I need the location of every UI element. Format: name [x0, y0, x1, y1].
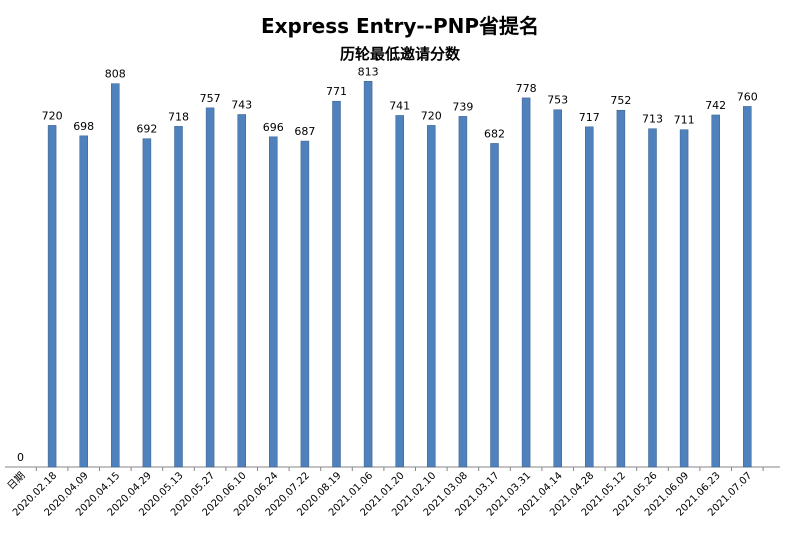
bar [616, 109, 626, 468]
data-label: 718 [168, 110, 189, 123]
bar [79, 135, 88, 468]
bar [205, 107, 215, 468]
bar [427, 125, 436, 468]
bar [237, 114, 246, 468]
data-label: 698 [73, 120, 94, 133]
bar [490, 143, 499, 468]
data-label: 739 [452, 100, 473, 113]
bar [585, 126, 594, 468]
data-label: 808 [105, 68, 126, 81]
data-label: 752 [610, 94, 631, 107]
bar [711, 114, 720, 468]
data-label: 742 [705, 99, 726, 112]
data-label: 717 [579, 111, 600, 124]
bar [142, 138, 152, 468]
data-label: 753 [547, 94, 568, 107]
bar [395, 115, 404, 468]
x-tick-label: 日期 [5, 470, 28, 493]
bar [111, 83, 120, 468]
data-label: 778 [516, 82, 537, 95]
bar [300, 140, 310, 468]
chart-title: Express Entry--PNP省提名 [260, 14, 540, 38]
data-label: 713 [642, 113, 663, 126]
bar [47, 125, 57, 468]
bar [458, 116, 468, 468]
data-label: 771 [326, 85, 347, 98]
data-label: 760 [737, 90, 758, 103]
bar [743, 106, 752, 468]
bar [332, 100, 341, 468]
bar [679, 129, 689, 468]
data-label: 757 [200, 92, 221, 105]
data-label: 813 [358, 65, 379, 78]
data-label: 696 [263, 121, 284, 134]
data-label: 720 [42, 109, 63, 122]
bar [363, 81, 373, 468]
bar [648, 128, 657, 468]
data-label: 741 [389, 99, 410, 112]
data-label: 743 [231, 98, 252, 111]
data-label: 0 [17, 451, 24, 464]
bar [553, 109, 562, 468]
data-label: 711 [674, 114, 695, 127]
data-label: 692 [136, 123, 157, 136]
bar [269, 136, 278, 468]
data-label: 687 [294, 125, 315, 138]
chart-subtitle: 历轮最低邀请分数 [339, 45, 460, 63]
bar [521, 97, 531, 468]
data-label: 720 [421, 109, 442, 122]
bar [174, 126, 183, 468]
data-label: 682 [484, 127, 505, 140]
